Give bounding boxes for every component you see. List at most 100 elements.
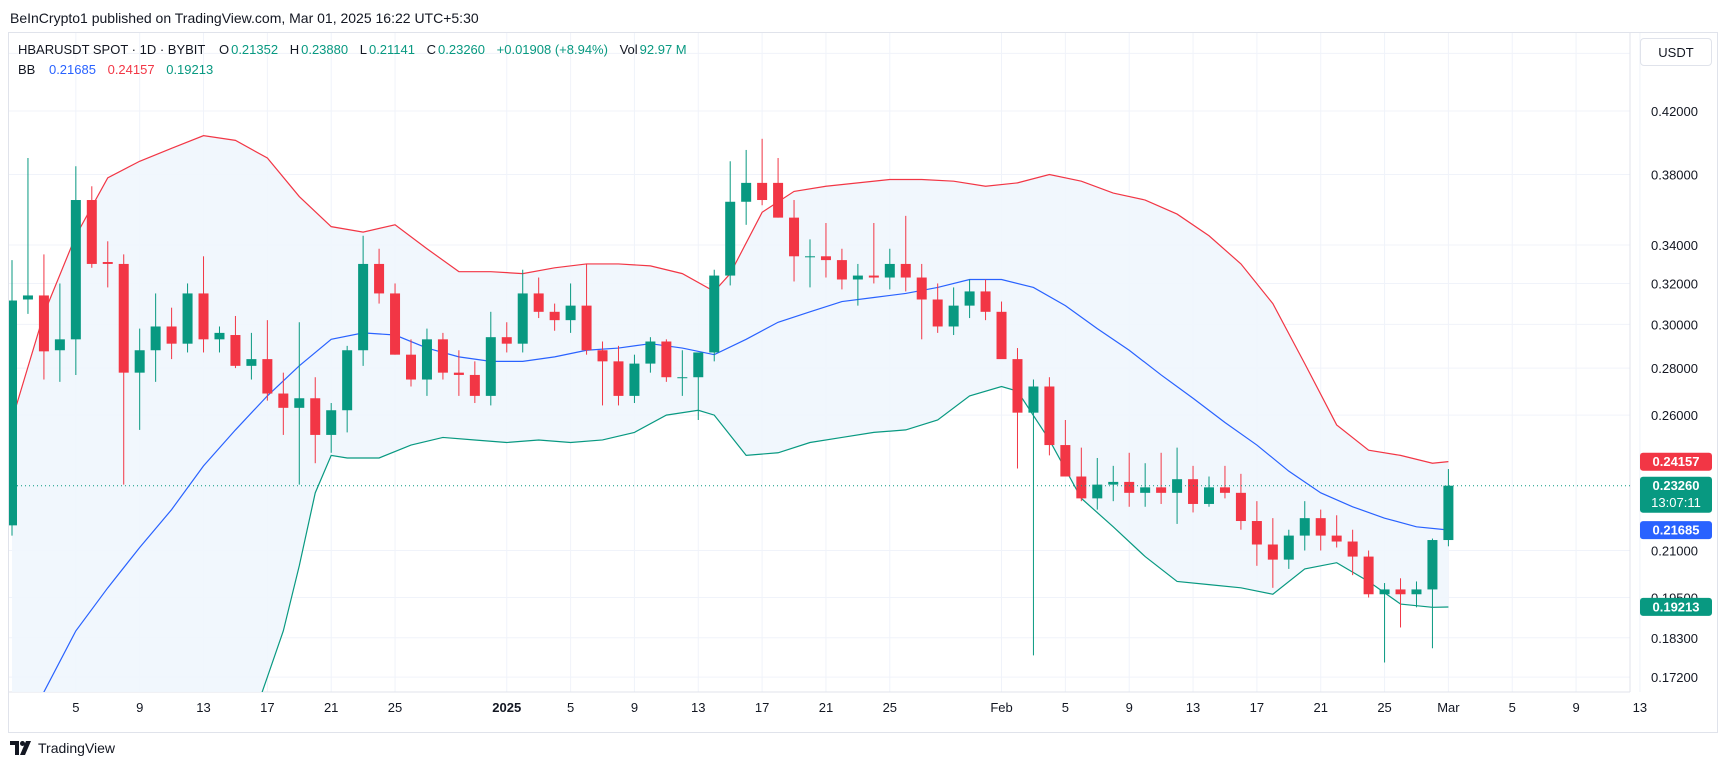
candle	[1188, 465, 1199, 513]
last-price-label-bg	[1640, 476, 1712, 513]
price-tick-label: 0.38000	[1651, 167, 1698, 182]
candle	[1363, 550, 1374, 598]
price-tick-label: 0.17200	[1651, 670, 1698, 685]
candle-body	[1379, 589, 1390, 595]
candle	[820, 223, 831, 278]
candle-body	[1204, 487, 1214, 504]
price-tick-label: 0.42000	[1651, 104, 1698, 119]
time-tick-label: 21	[324, 700, 338, 715]
footer-brand[interactable]: TradingView	[10, 740, 115, 756]
candle	[9, 260, 17, 536]
candle	[789, 200, 800, 282]
candle-body	[214, 332, 225, 340]
symbol-label[interactable]: HBARUSDT SPOT · 1D · BYBIT	[18, 42, 206, 57]
candle-body	[70, 200, 81, 340]
candle-body	[932, 299, 943, 327]
time-tick-label: Mar	[1437, 700, 1460, 715]
candle	[757, 138, 768, 206]
candle	[469, 361, 480, 404]
candle-body	[757, 182, 768, 201]
candle	[773, 158, 784, 218]
candle	[278, 372, 289, 435]
volume-label: Vol	[619, 42, 638, 57]
candle	[1267, 518, 1278, 588]
candle	[1204, 476, 1214, 507]
price-tick-label: 0.30000	[1651, 317, 1698, 332]
candle	[852, 263, 863, 306]
candle	[118, 254, 129, 485]
candle	[230, 315, 241, 369]
ohlc-legend: HBARUSDT SPOT · 1D · BYBIT O 0.21352 H 0.2…	[18, 42, 687, 57]
candle	[38, 254, 49, 380]
time-tick-label: 5	[1062, 700, 1069, 715]
bollinger-bands	[11, 135, 1449, 692]
candle	[70, 166, 81, 375]
candle	[805, 239, 815, 288]
candle	[980, 279, 991, 321]
candle-body	[709, 275, 720, 353]
time-tick-label: 21	[1313, 700, 1327, 715]
time-tick-label: 13	[1633, 700, 1647, 715]
price-tick-label: 0.26000	[1651, 408, 1698, 423]
candle	[1092, 457, 1103, 510]
candle-body	[820, 256, 831, 261]
candle	[374, 248, 385, 304]
last-price-text: 0.23260	[1653, 478, 1700, 493]
publisher-line: BeInCrypto1 published on TradingView.com…	[10, 10, 479, 26]
open-value: 0.21352	[231, 42, 279, 57]
candle	[86, 186, 97, 268]
time-tick-label: 9	[136, 700, 143, 715]
candle	[741, 149, 752, 225]
candle	[22, 158, 33, 314]
candle	[677, 350, 688, 396]
time-tick-label: 17	[755, 700, 769, 715]
bb-upper-value: 0.24157	[107, 62, 155, 77]
bb-lower-value: 0.19213	[166, 62, 214, 77]
candle	[1235, 473, 1246, 530]
bb-label: BB	[18, 62, 36, 77]
candle	[198, 256, 209, 353]
candle-body	[693, 352, 704, 378]
candle-body	[406, 354, 416, 380]
time-tick-label: 9	[1572, 700, 1579, 715]
candle-body	[1044, 386, 1055, 446]
candle-body	[230, 335, 241, 366]
candle-body	[54, 339, 65, 351]
candle	[1395, 578, 1406, 628]
close-label: C	[426, 42, 437, 57]
candle-body	[661, 341, 672, 378]
candle-body	[118, 263, 129, 373]
candle-body	[1331, 535, 1342, 542]
candle-body	[1283, 535, 1294, 560]
candle-body	[805, 256, 815, 258]
chart-frame	[8, 32, 1718, 733]
bb-lower-line	[261, 385, 1449, 692]
candle-body	[645, 341, 656, 364]
candle	[900, 215, 911, 292]
candle	[1219, 465, 1230, 499]
time-tick-label: 17	[1250, 700, 1264, 715]
candle-body	[533, 293, 544, 312]
candle	[1443, 469, 1454, 547]
candle-body	[326, 410, 337, 435]
candle-body	[38, 295, 49, 352]
candle-body	[1219, 487, 1230, 493]
candle-body	[629, 363, 640, 396]
candle	[549, 303, 560, 331]
candle	[150, 293, 161, 382]
candle	[597, 341, 608, 406]
candle	[182, 283, 193, 353]
candle-body	[868, 275, 879, 278]
currency-unit-button[interactable]: USDT	[1640, 38, 1712, 66]
time-tick-label: 5	[72, 700, 79, 715]
bb-legend[interactable]: BB 0.21685 0.24157 0.19213	[18, 62, 213, 77]
candle-body	[278, 393, 289, 408]
candle	[645, 337, 656, 373]
candle	[1347, 529, 1358, 576]
candle-body	[980, 291, 991, 312]
candle-body	[1347, 541, 1358, 557]
candle-body	[1060, 445, 1071, 477]
time-tick-label: 5	[567, 700, 574, 715]
time-tick-label: Feb	[990, 700, 1012, 715]
